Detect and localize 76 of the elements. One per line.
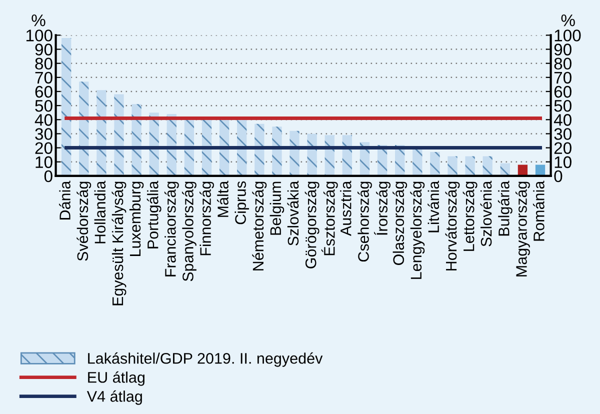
y-tick-label: 100 [26, 30, 52, 42]
y-tick-label: 30 [35, 128, 52, 140]
y2-tick-label: 10 [554, 156, 572, 168]
x-tick-label: Észtország [321, 182, 338, 256]
y2-tick-label: 70 [554, 72, 572, 84]
x-tick-label: Magyarország [516, 182, 530, 276]
x-tick-label: Hollandia [94, 180, 106, 244]
x-tick-label: Spanyolország [182, 182, 196, 282]
x-tick-label: Egyesült Királyság [112, 182, 126, 306]
x-tick-label: Ciprus [234, 181, 249, 224]
y-tick-label: 60 [35, 86, 52, 98]
bar [202, 118, 212, 176]
bar [360, 142, 370, 176]
bar [324, 135, 334, 176]
x-tick-label: Lettország [462, 182, 478, 251]
x-tick-label: Görögország [304, 182, 320, 268]
y2-tick-label: 80 [554, 58, 572, 70]
bar [79, 82, 89, 176]
x-tick-label: Olaszország [392, 182, 408, 265]
bar [96, 90, 106, 176]
x-tick-label: Belgium [270, 182, 284, 235]
x-tick-label: Szlovákia [287, 180, 299, 246]
x-tick-label: Finnország [200, 182, 214, 256]
x-tick-label: Írország [374, 182, 390, 235]
x-tick-label: Franciaország [164, 182, 179, 276]
y-tick-label: 70 [35, 72, 52, 84]
x-tick-label: Horvátország [445, 182, 460, 270]
x-tick-label: Ausztria [340, 180, 352, 236]
y2-tick-label: 90 [554, 44, 572, 56]
bar [342, 135, 352, 176]
bar [518, 164, 528, 176]
bar [535, 164, 546, 176]
legend-label: Lakáshitel/GDP 2019. II. negyedév [88, 352, 323, 367]
bar [448, 156, 458, 176]
y-tick-label: 20 [35, 142, 52, 154]
bar [307, 134, 317, 176]
x-tick-label: Litvánia [428, 180, 440, 232]
bar [482, 156, 492, 176]
bar [272, 126, 282, 176]
bar [430, 152, 440, 176]
y2-tick-label: 20 [554, 142, 572, 154]
x-tick-label: Portugália [146, 180, 162, 248]
bar [114, 94, 124, 176]
y2-tick-label: 100 [554, 30, 581, 42]
y-tick-label: 50 [35, 100, 52, 112]
y2-tick-label: 0 [554, 170, 562, 182]
x-tick-label: Bulgária [498, 180, 512, 236]
y2-tick-label: 30 [554, 128, 572, 140]
x-tick-label: Románia [532, 180, 544, 241]
y-tick-label: 80 [35, 58, 52, 70]
x-tick-label: Lengyelország [410, 182, 425, 279]
y2-tick-label: 60 [554, 86, 572, 98]
y-tick-label: 40 [34, 114, 52, 126]
bar [290, 130, 300, 176]
y-tick-label: 0 [44, 170, 52, 182]
x-tick-label: Luxemburg [129, 182, 144, 256]
y2-axis-title: % [561, 14, 575, 26]
y2-tick-label: 50 [554, 100, 572, 112]
legend-label: EU átlag [88, 371, 144, 386]
y-axis-title: % [32, 14, 46, 26]
x-tick-label: Csehország [358, 182, 372, 262]
y-tick-label: 90 [35, 44, 52, 56]
x-tick-label: Németország [252, 182, 267, 270]
bar [62, 38, 72, 176]
bar [254, 124, 264, 176]
legend-label: V4 átlag [86, 390, 142, 405]
bar [500, 163, 510, 176]
x-tick-label: Szlovénia [480, 180, 492, 246]
x-tick-label: Málta [217, 180, 228, 217]
y-tick-label: 10 [36, 156, 52, 168]
x-tick-label: Svédország [76, 182, 92, 261]
y2-tick-label: 40 [554, 114, 572, 126]
bar [412, 148, 422, 176]
x-tick-label: Dánia [59, 180, 70, 220]
bar [465, 156, 475, 176]
bar [237, 120, 247, 176]
